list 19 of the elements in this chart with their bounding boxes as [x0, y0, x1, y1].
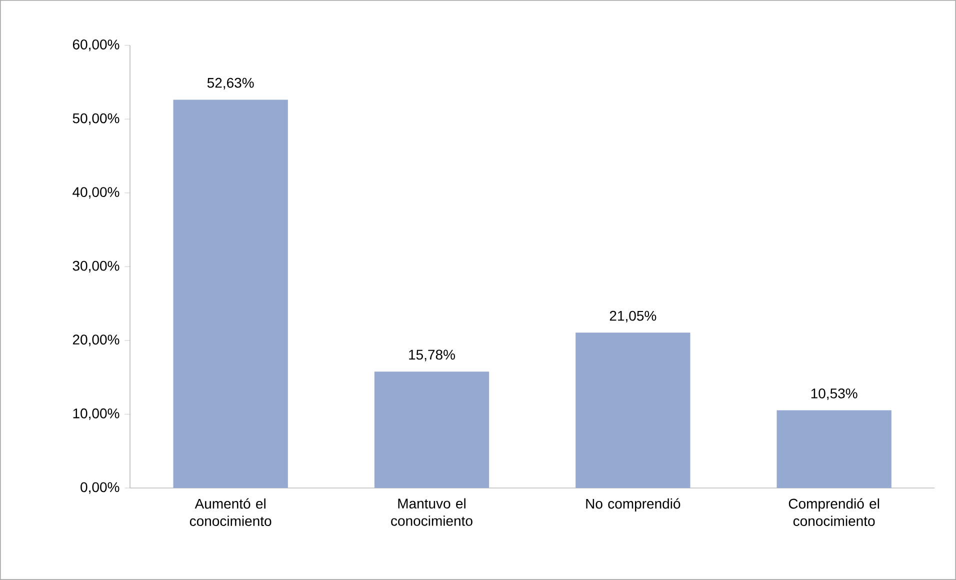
y-tick-label: 50,00% [72, 113, 120, 125]
data-label: 15,78% [409, 350, 455, 362]
x-tick-label: Mantuvo el conocimiento [391, 498, 472, 526]
y-tick-label: 0,00% [80, 482, 120, 494]
data-label: 52,63% [207, 78, 254, 90]
bar [576, 332, 690, 488]
x-tick-label: No comprendió [586, 498, 680, 512]
bar [374, 372, 490, 488]
bar [776, 410, 892, 488]
y-tick-label: 60,00% [72, 40, 120, 52]
data-label: 21,05% [610, 310, 656, 322]
bar [173, 100, 288, 488]
x-tick-label: Aumentó el conocimiento [190, 498, 272, 526]
y-tick-label: 10,00% [73, 408, 120, 420]
data-label: 10,53% [811, 388, 858, 400]
y-tick-label: 20,00% [72, 334, 120, 346]
y-tick-label: 40,00% [72, 187, 120, 199]
x-tick-label: Comprendió el conocimiento [788, 498, 880, 526]
y-tick-label: 30,00% [72, 260, 120, 272]
